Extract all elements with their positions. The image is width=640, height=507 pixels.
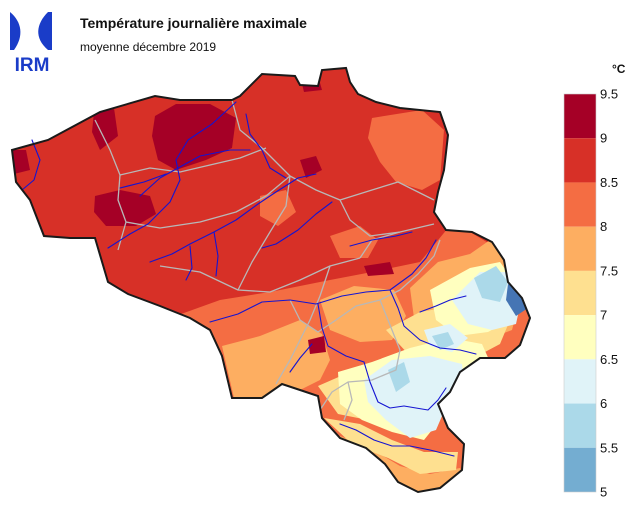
legend-band: [564, 182, 596, 227]
belgium-border: [10, 66, 532, 494]
legend-tick-label: 5: [600, 485, 607, 499]
temperature-zone: [300, 156, 322, 178]
river: [363, 361, 405, 409]
river: [21, 139, 41, 191]
province-boundary: [339, 199, 435, 237]
river: [261, 201, 333, 249]
irm-logo: IRM: [10, 12, 52, 74]
legend-tick-label: 7.5: [600, 263, 618, 278]
legend-tick-labels: 9.5 9 8.5 8 7.5 7 6.5 6 5.5 5: [600, 88, 618, 498]
river: [419, 295, 467, 313]
temperature-zones: [12, 68, 530, 492]
map-subtitle: moyenne décembre 2019: [80, 40, 217, 54]
river: [209, 239, 437, 323]
temperature-zone: [12, 150, 30, 174]
province-boundary: [125, 175, 291, 229]
river: [213, 231, 219, 277]
river: [289, 343, 313, 373]
temperature-zone: [308, 336, 326, 354]
legend-unit: °C: [612, 62, 626, 76]
legend-band: [564, 94, 596, 139]
river: [403, 387, 447, 411]
temperature-zone: [94, 190, 156, 226]
legend-band: [564, 270, 596, 316]
logo-left-wave-icon: [10, 12, 21, 50]
legend-tick-label: 8.5: [600, 175, 618, 190]
province-boundary: [289, 299, 381, 333]
province-boundary: [275, 265, 331, 385]
legend-color-bands: [563, 93, 597, 493]
legend-frame: [563, 93, 597, 493]
map-title: Température journalière maximale: [80, 15, 307, 31]
province-boundary: [319, 299, 401, 411]
province-boundary: [237, 175, 291, 291]
temperature-zone: [388, 362, 410, 392]
logo-right-wave-icon: [38, 12, 52, 50]
legend-tick-label: 6.5: [600, 352, 618, 367]
river: [119, 173, 167, 189]
temperature-legend: 9.5 9 8.5 8 7.5 7 6.5 6 5.5 5: [563, 88, 618, 498]
temperature-zone: [364, 356, 464, 438]
temperature-zone: [92, 108, 118, 150]
temperature-zone: [368, 110, 444, 190]
river: [389, 289, 477, 355]
province-boundary: [343, 381, 353, 421]
legend-tick-label: 6: [600, 396, 607, 411]
temperature-zone: [474, 266, 508, 302]
rivers: [21, 101, 477, 457]
river: [139, 149, 251, 197]
legend-tick-label: 7: [600, 308, 607, 323]
belgium-temperature-map: [10, 66, 532, 494]
province-boundaries: [94, 99, 441, 421]
legend-band: [564, 138, 596, 183]
legend-band: [564, 359, 596, 404]
river: [185, 245, 193, 281]
legend-band: [564, 447, 596, 492]
temperature-zone: [222, 320, 330, 398]
river: [149, 173, 317, 263]
river: [317, 303, 365, 363]
province-boundary: [119, 147, 267, 176]
province-boundary: [379, 239, 441, 301]
legend-band: [564, 315, 596, 360]
legend-tick-label: 9.5: [600, 88, 618, 102]
logo-text: IRM: [15, 55, 50, 74]
temperature-zone: [364, 262, 394, 276]
legend-tick-label: 9: [600, 131, 607, 146]
temperature-zone: [432, 332, 454, 350]
river: [245, 113, 287, 179]
province-boundary: [94, 119, 127, 251]
legend-band: [564, 226, 596, 271]
legend-tick-label: 5.5: [600, 440, 618, 455]
river: [107, 101, 237, 249]
temperature-zone: [320, 286, 406, 342]
legend-band: [564, 403, 596, 448]
river: [349, 231, 413, 247]
province-boundary: [231, 99, 435, 201]
river: [339, 423, 455, 457]
legend-tick-label: 8: [600, 219, 607, 234]
